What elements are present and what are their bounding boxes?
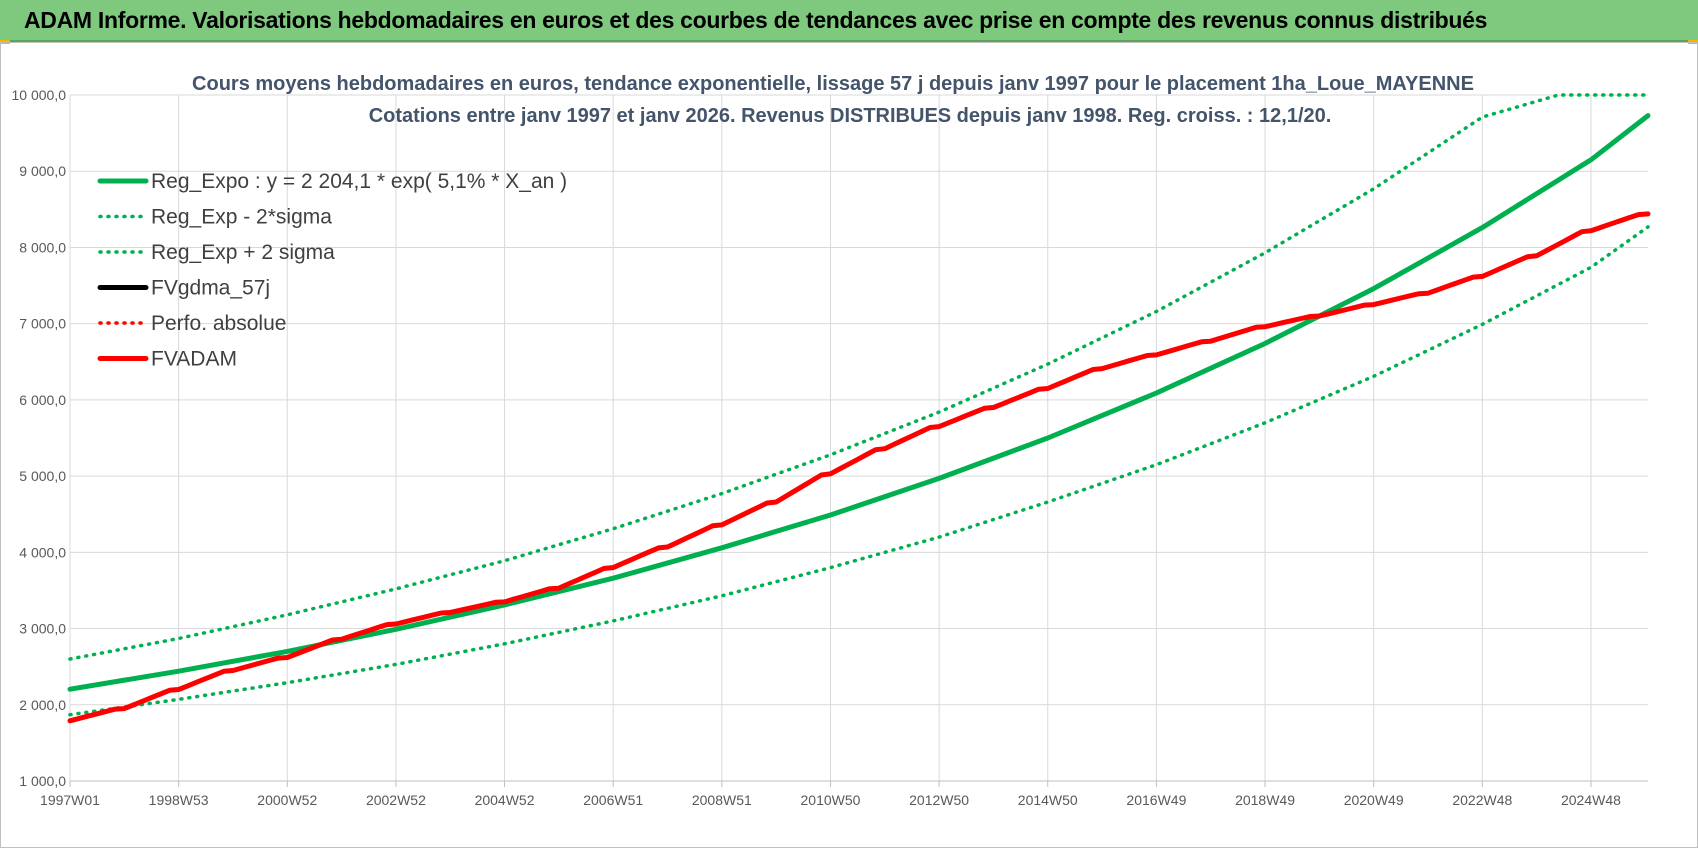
x-tick-label: 2020W49 <box>1344 792 1404 808</box>
axes: 1 000,0 2 000,0 3 000,0 4 000,0 5 000,0 6 000… <box>12 87 1648 808</box>
y-tick-label: 3 000,0 <box>19 621 66 637</box>
x-tick-label: 1997W01 <box>40 792 100 808</box>
legend-label: FVADAM <box>151 348 237 371</box>
x-tick-label: 2006W51 <box>583 792 643 808</box>
x-tick-label: 2000W52 <box>257 792 317 808</box>
header-bar: ADAM Informe. Valorisations hebdomadaire… <box>0 0 1698 42</box>
legend-label: Reg_Expo : y = 2 204,1 * exp( 5,1% * X_a… <box>151 170 567 193</box>
series-line-1 <box>68 225 1650 717</box>
y-tick-label: 10 000,0 <box>12 87 67 103</box>
series-line-0 <box>67 113 1651 692</box>
legend-label: Reg_Exp - 2*sigma <box>151 206 332 229</box>
y-tick-label: 2 000,0 <box>19 697 66 713</box>
x-tick-label: 1998W53 <box>149 792 209 808</box>
y-tick-label: 4 000,0 <box>19 544 66 560</box>
legend-label: Perfo. absolue <box>151 312 286 335</box>
legend: Reg_Expo : y = 2 204,1 * exp( 5,1% * X_a… <box>97 170 567 371</box>
x-tick-label: 2002W52 <box>366 792 426 808</box>
x-tick-label: 2014W50 <box>1018 792 1078 808</box>
chart-title: Cours moyens hebdomadaires en euros, ten… <box>192 73 1474 95</box>
y-tick-label: 5 000,0 <box>19 468 66 484</box>
legend-label: FVgdma_57j <box>151 277 270 300</box>
series-line-5 <box>67 211 1651 724</box>
legend-label: Reg_Exp + 2 sigma <box>151 241 335 264</box>
y-tick-label: 1 000,0 <box>19 773 66 789</box>
x-tick-label: 2018W49 <box>1235 792 1295 808</box>
page-title: ADAM Informe. Valorisations hebdomadaire… <box>24 7 1488 33</box>
x-tick-label: 2024W48 <box>1561 792 1621 808</box>
y-tick-label: 6 000,0 <box>19 392 66 408</box>
y-tick-label: 9 000,0 <box>19 163 66 179</box>
y-tick-label: 7 000,0 <box>19 316 66 332</box>
x-tick-label: 2010W50 <box>801 792 861 808</box>
series-line-4 <box>68 212 1650 723</box>
x-tick-label: 2022W48 <box>1452 792 1512 808</box>
series <box>67 93 1651 724</box>
chart-subtitle: Cotations entre janv 1997 et janv 2026. … <box>369 105 1332 127</box>
x-tick-label: 2012W50 <box>909 792 969 808</box>
grid <box>69 94 1648 782</box>
series-line-2 <box>68 93 1650 661</box>
y-tick-label: 8 000,0 <box>19 239 66 255</box>
series-line-3 <box>68 212 1650 723</box>
x-tick-label: 2008W51 <box>692 792 752 808</box>
x-tick-label: 2016W49 <box>1126 792 1186 808</box>
x-tick-label: 2004W52 <box>475 792 535 808</box>
